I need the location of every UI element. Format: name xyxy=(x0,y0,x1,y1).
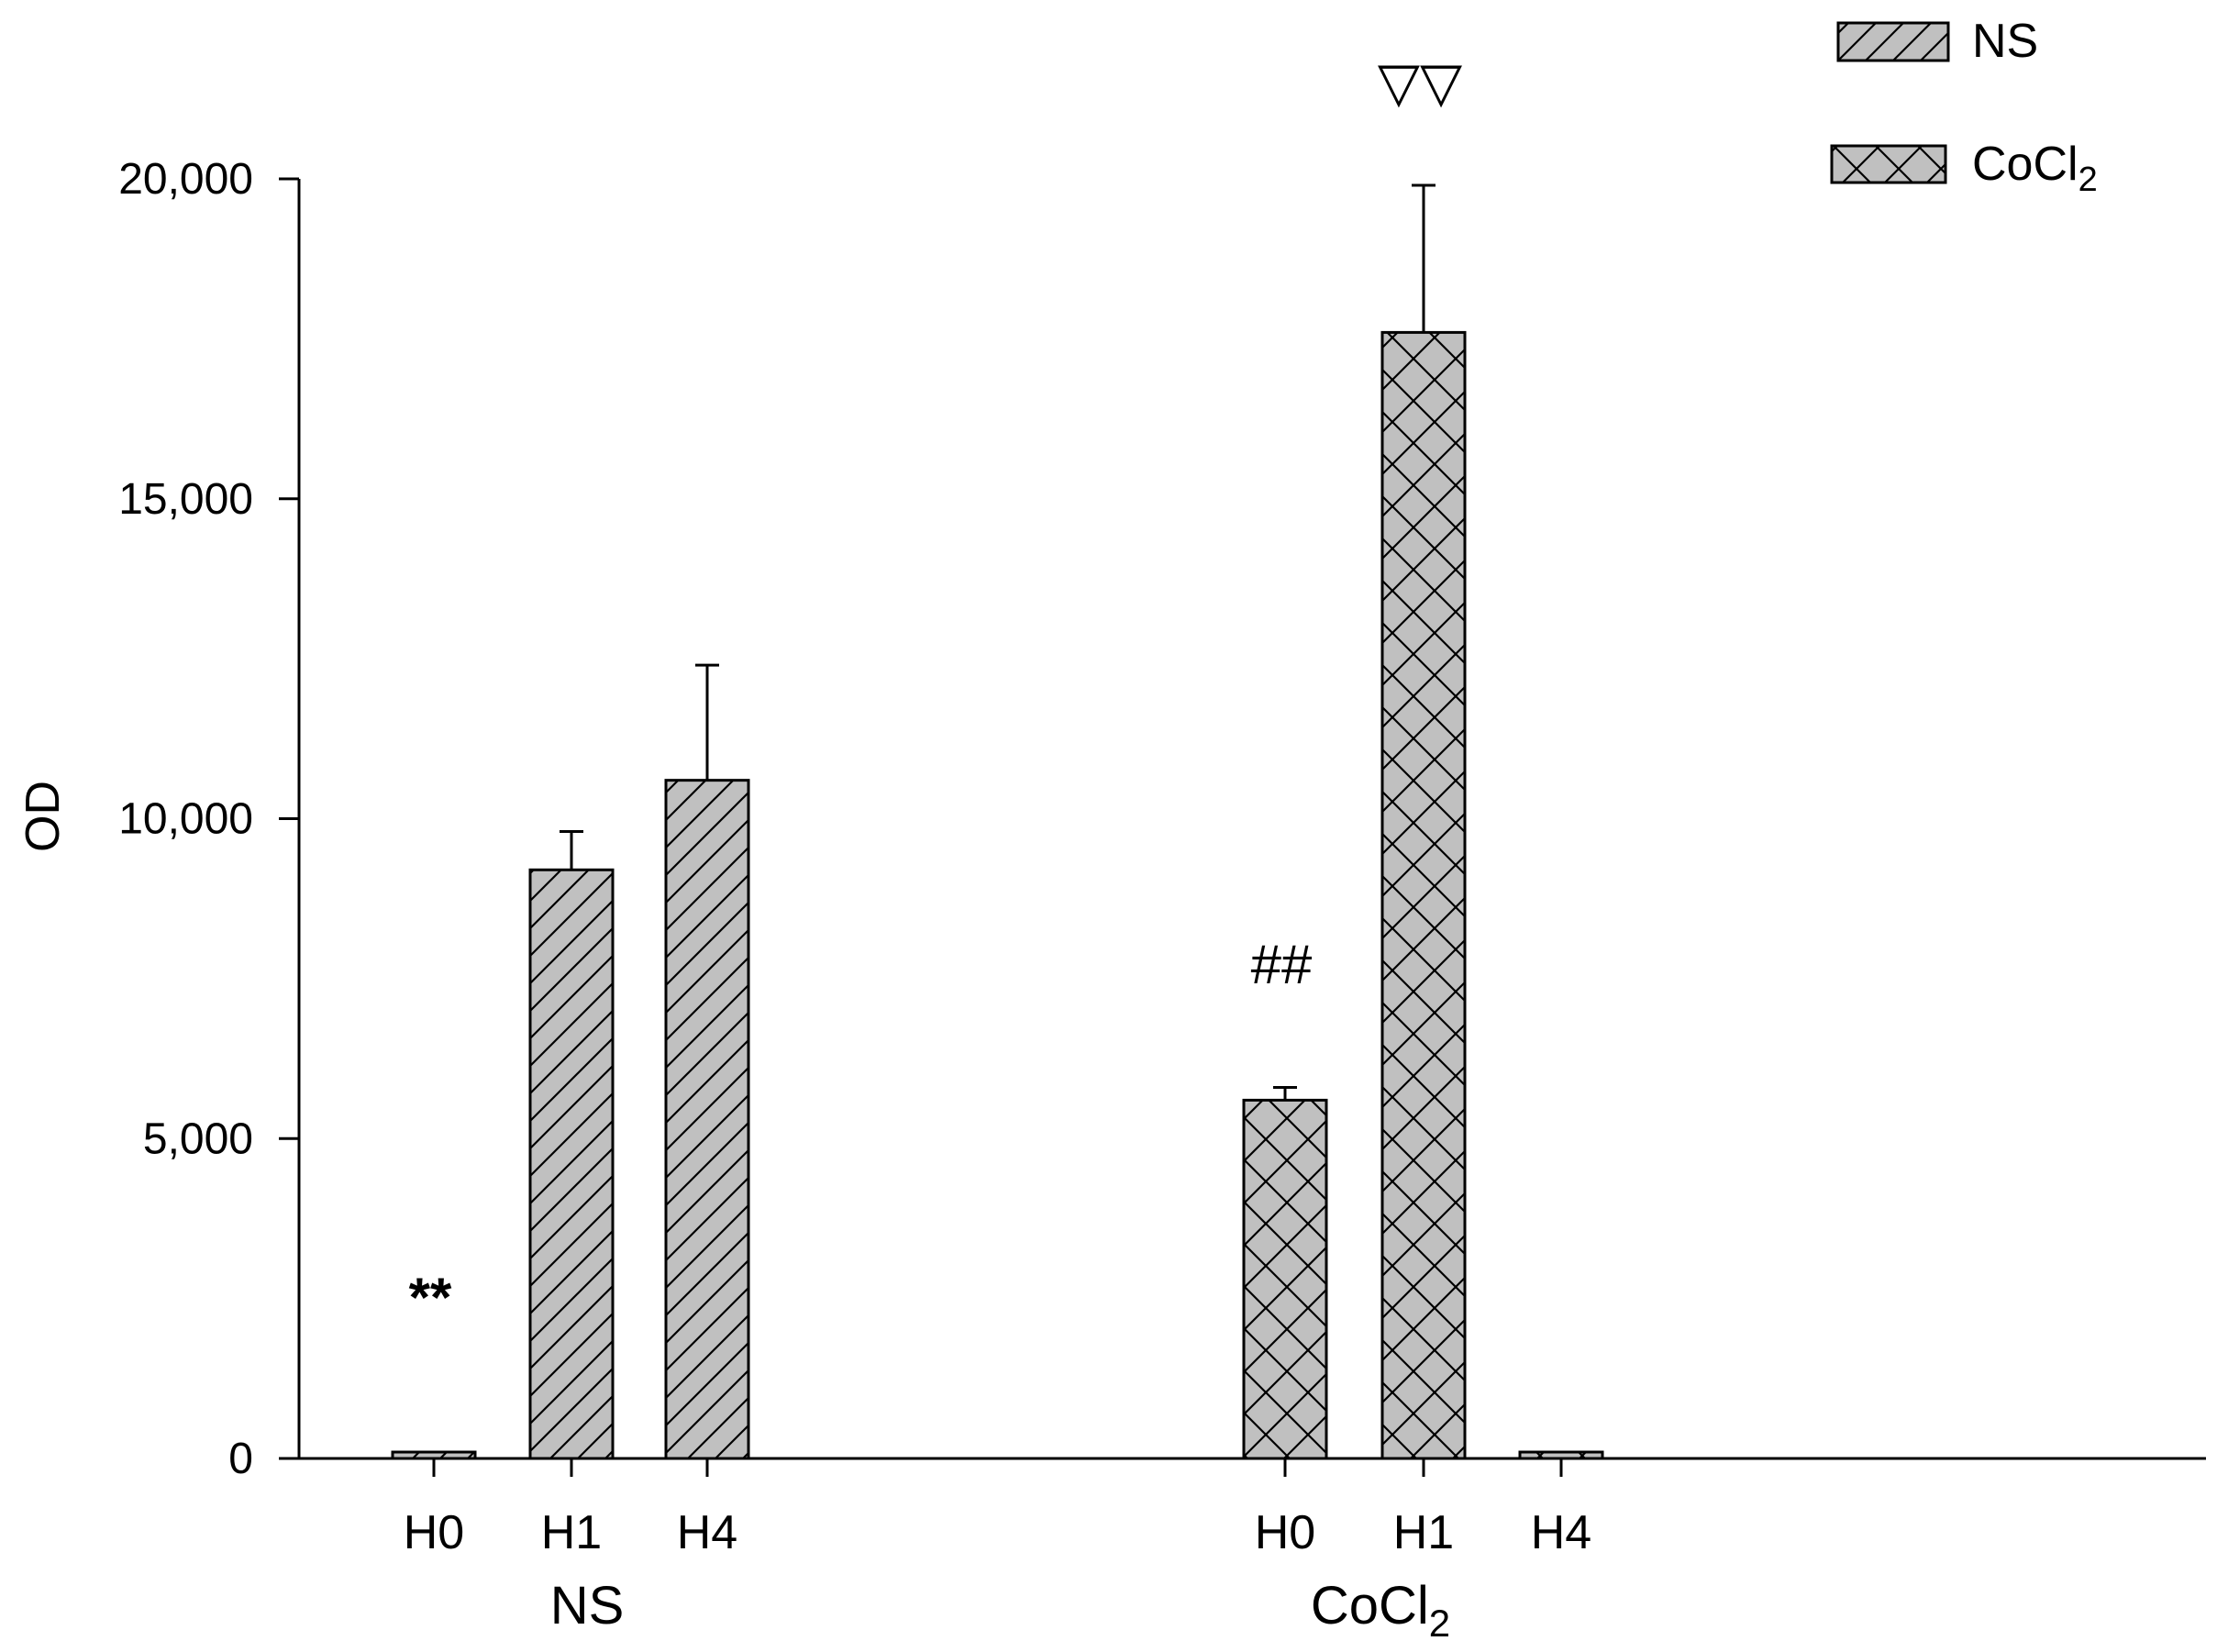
y-axis: 0 5,000 10,000 15,000 20,000 OD xyxy=(17,155,301,1483)
category-label-ns-h1: H1 xyxy=(541,1506,602,1559)
y-ticks: 0 5,000 10,000 15,000 20,000 xyxy=(118,155,299,1483)
legend: NS CoCl2 xyxy=(1830,15,2098,199)
bar-cocl-h4 xyxy=(1518,1450,1604,1460)
legend-label-cocl2-main: CoCl xyxy=(1972,138,2078,191)
legend-label-ns: NS xyxy=(1972,15,2038,68)
bar-cocl-h1 xyxy=(1380,330,1467,1460)
legend-entry-ns: NS xyxy=(1836,15,2038,68)
x-labels: H0 H1 H4 NS H0 H1 H4 CoCl2 xyxy=(404,1458,1591,1645)
category-label-cocl-h4: H4 xyxy=(1531,1506,1591,1559)
group-label-main: NS xyxy=(550,1576,625,1635)
annotations: ** ## ▽▽ xyxy=(409,51,1463,1328)
group-label-ns: NS xyxy=(550,1576,625,1635)
bars xyxy=(391,183,1604,1460)
category-label-cocl-h1: H1 xyxy=(1393,1506,1454,1559)
y-tick-label: 5,000 xyxy=(143,1114,253,1163)
legend-label-cocl2: CoCl2 xyxy=(1972,138,2098,199)
y-tick-label: 0 xyxy=(228,1435,253,1483)
group-label-main: CoCl xyxy=(1311,1576,1429,1635)
bar-ns-h4 xyxy=(664,779,750,1460)
bar-ns-h1 xyxy=(528,868,615,1460)
group-label-sub: 2 xyxy=(1429,1602,1450,1645)
y-tick-label: 20,000 xyxy=(118,155,253,204)
legend-swatch-ns xyxy=(1836,21,1950,62)
category-label-ns-h0: H0 xyxy=(404,1506,464,1559)
legend-entry-cocl2: CoCl2 xyxy=(1830,138,2098,199)
annotation-cocl-h1: ▽▽ xyxy=(1378,51,1462,113)
category-label-cocl-h0: H0 xyxy=(1255,1506,1315,1559)
group-label-cocl: CoCl2 xyxy=(1311,1576,1450,1645)
legend-label-cocl2-sub: 2 xyxy=(2078,161,2098,199)
bar-ns-h0 xyxy=(391,1450,477,1460)
y-tick-label: 10,000 xyxy=(118,795,253,844)
y-tick-label: 15,000 xyxy=(118,475,253,524)
category-label-ns-h4: H4 xyxy=(677,1506,737,1559)
bar-cocl-h0 xyxy=(1242,1098,1328,1460)
annotation-cocl-h0: ## xyxy=(1251,934,1313,995)
annotation-ns-h0: ** xyxy=(409,1267,452,1328)
y-axis-title: OD xyxy=(17,781,70,852)
legend-swatch-cocl2 xyxy=(1830,144,1947,184)
